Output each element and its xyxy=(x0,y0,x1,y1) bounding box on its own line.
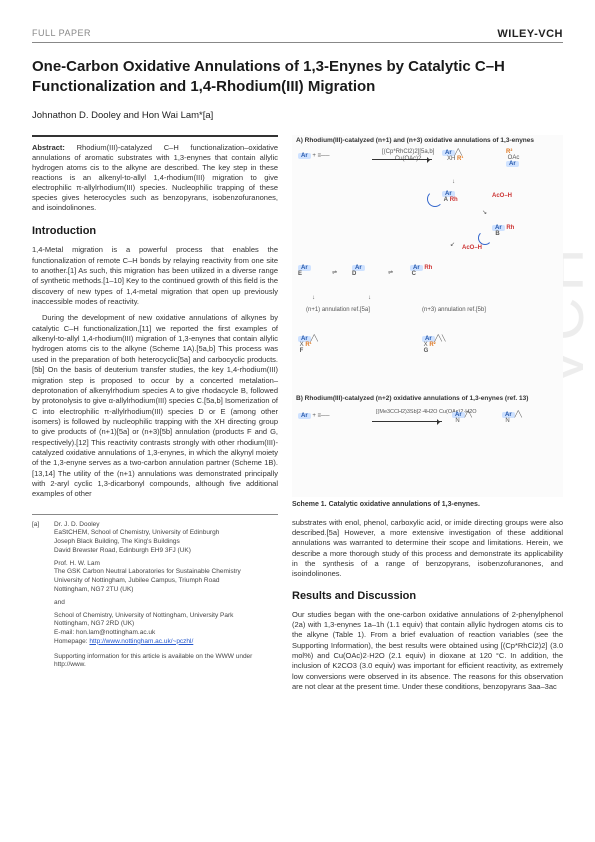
scheme-1-figure: A) Rhodium(III)-catalyzed (n+1) and (n+3… xyxy=(292,135,563,497)
n3-label: (n+3) annulation ref.[5b] xyxy=(422,307,486,313)
two-column-layout: Abstract: Rhodium(III)-catalyzed C–H fun… xyxy=(32,135,563,699)
abstract-text: Abstract: Rhodium(III)-catalyzed C–H fun… xyxy=(32,143,278,214)
results-heading: Results and Discussion xyxy=(292,590,563,602)
intro-para-1: 1,4-Metal migration is a powerful proces… xyxy=(32,245,278,307)
paper-title: One-Carbon Oxidative Annulations of 1,3-… xyxy=(32,57,563,98)
paper-type: FULL PAPER xyxy=(32,28,91,40)
affil-and: and xyxy=(54,599,65,608)
affil-block-3: School of Chemistry, University of Notti… xyxy=(54,612,233,647)
acoh-label: AcO–H xyxy=(492,193,512,199)
scheme-part-a-label: A) Rhodium(III)-catalyzed (n+1) and (n+3… xyxy=(296,137,534,144)
col2-para-2: Our studies began with the one-carbon ox… xyxy=(292,610,563,693)
scheme-part-b-label: B) Rhodium(III)-catalyzed (n+2) oxidativ… xyxy=(296,395,528,402)
scheme-1-caption: Scheme 1. Catalytic oxidative annulation… xyxy=(292,501,563,508)
homepage-link[interactable]: http://www.nottingham.ac.uk/~pczhl/ xyxy=(89,638,193,645)
col2-para-1: substrates with enol, phenol, carboxylic… xyxy=(292,518,563,580)
abstract-body: Rhodium(III)-catalyzed C–H functionaliza… xyxy=(32,143,278,213)
abstract-label: Abstract: xyxy=(32,143,65,152)
intro-para-2: During the development of new oxidative … xyxy=(32,313,278,499)
right-column: A) Rhodium(III)-catalyzed (n+1) and (n+3… xyxy=(292,135,563,699)
affil-tag: [a] xyxy=(32,521,46,556)
affiliations: [a] Dr. J. D. Dooley EaStCHEM, School of… xyxy=(32,514,278,670)
supporting-info: Supporting information for this article … xyxy=(54,653,278,671)
left-column: Abstract: Rhodium(III)-catalyzed C–H fun… xyxy=(32,135,278,699)
affil-block-1: Dr. J. D. Dooley EaStCHEM, School of Che… xyxy=(54,521,219,556)
publisher: WILEY-VCH xyxy=(497,28,563,40)
affil-block-2: Prof. H. W. Lam The GSK Carbon Neutral L… xyxy=(54,560,241,595)
header-row: FULL PAPER WILEY-VCH xyxy=(32,28,563,43)
abstract-block: Abstract: Rhodium(III)-catalyzed C–H fun… xyxy=(32,135,278,214)
introduction-heading: Introduction xyxy=(32,225,278,237)
n1-label: (n+1) annulation ref.[5a] xyxy=(306,307,370,313)
ar-chip: Ar xyxy=(298,153,311,159)
catalyst-1: [(Cp*RhCl2)2][5a,b] xyxy=(382,149,434,155)
author-line: Johnathon D. Dooley and Hon Wai Lam*[a] xyxy=(32,110,563,121)
